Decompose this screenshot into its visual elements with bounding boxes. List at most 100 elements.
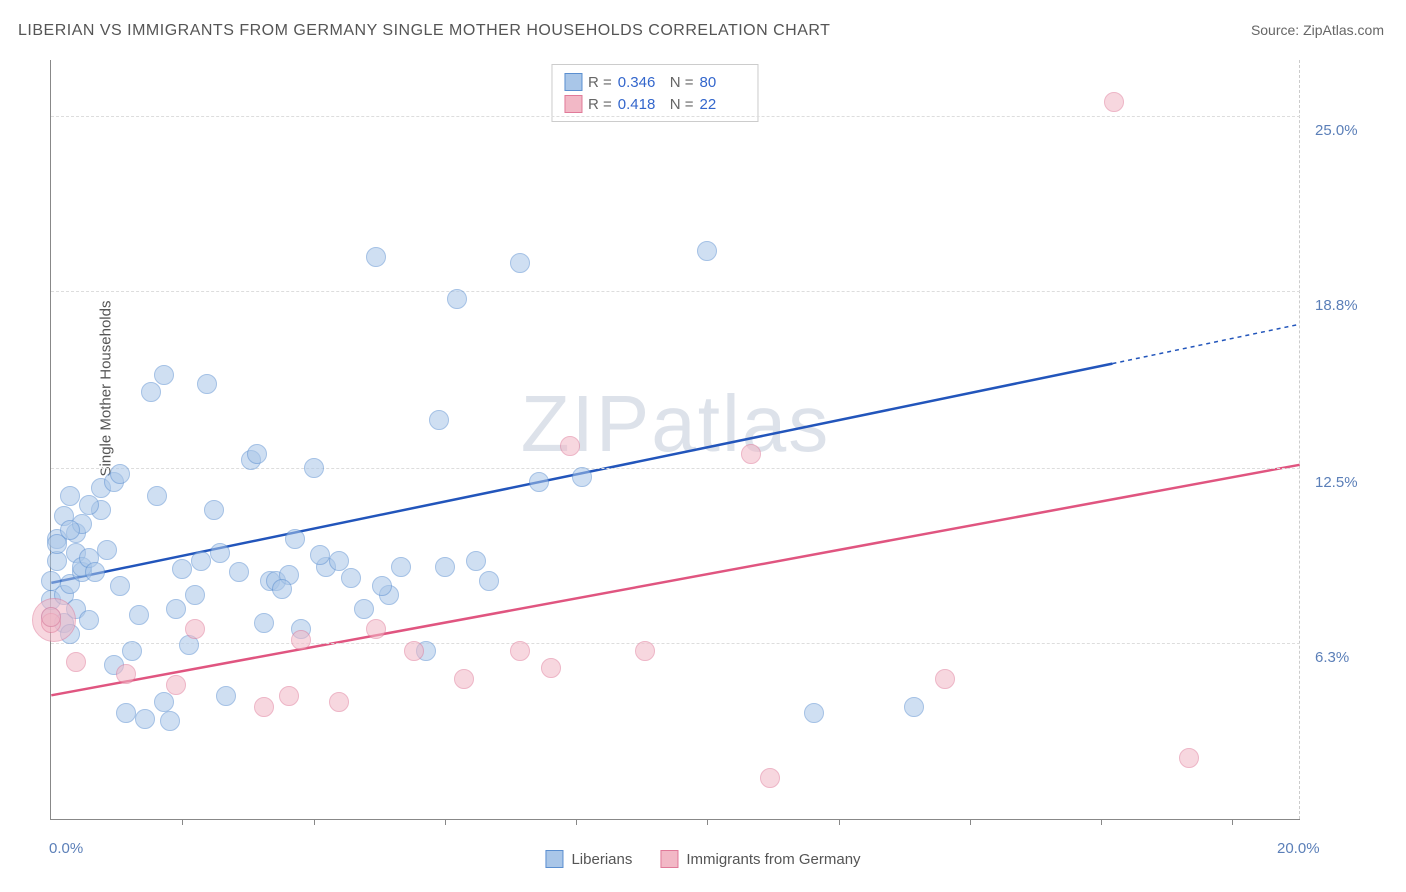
stats-legend-row: R = 0.418 N = 22 [564,93,746,115]
scatter-point [804,703,824,723]
legend-swatch-blue [545,850,563,868]
x-tick [970,819,971,825]
scatter-point [404,641,424,661]
scatter-point [122,641,142,661]
legend-r-value: 0.418 [618,96,664,113]
scatter-point [510,641,530,661]
scatter-point [466,551,486,571]
gridline-h [51,643,1300,644]
bottom-legend-item: Immigrants from Germany [660,850,860,868]
legend-r-label: R = [588,96,612,113]
bottom-legend: Liberians Immigrants from Germany [545,850,860,868]
scatter-point [291,630,311,650]
legend-swatch-pink [564,95,582,113]
chart-title: LIBERIAN VS IMMIGRANTS FROM GERMANY SING… [18,22,830,40]
legend-r-value: 0.346 [618,74,664,91]
scatter-point [429,410,449,430]
legend-r-label: R = [588,74,612,91]
legend-swatch-pink [660,850,678,868]
x-tick [1101,819,1102,825]
scatter-point [529,472,549,492]
scatter-point [154,692,174,712]
scatter-point [560,436,580,456]
scatter-point [229,562,249,582]
scatter-point [391,557,411,577]
scatter-point [697,241,717,261]
legend-n-label: N = [670,74,694,91]
scatter-point [66,652,86,672]
scatter-point [1179,748,1199,768]
watermark-text: ZIPatlas [521,378,830,470]
scatter-point [147,486,167,506]
trend-line-extension [1112,324,1299,363]
scatter-point [191,551,211,571]
x-tick [445,819,446,825]
scatter-point [116,664,136,684]
scatter-point [304,458,324,478]
gridline-h [51,116,1300,117]
scatter-point [366,247,386,267]
scatter-point [129,605,149,625]
bottom-legend-label: Immigrants from Germany [686,851,860,868]
scatter-point [141,382,161,402]
scatter-point [272,579,292,599]
scatter-point [210,543,230,563]
scatter-point [135,709,155,729]
x-tick [314,819,315,825]
x-tick [576,819,577,825]
scatter-point [216,686,236,706]
scatter-point [479,571,499,591]
scatter-point [197,374,217,394]
x-tick [1232,819,1233,825]
scatter-point [116,703,136,723]
scatter-point [447,289,467,309]
scatter-point [372,576,392,596]
scatter-point [510,253,530,273]
scatter-point [204,500,224,520]
scatter-point [185,585,205,605]
y-tick-label: 25.0% [1315,122,1358,139]
scatter-point [366,619,386,639]
scatter-point [454,669,474,689]
plot-border-right [1299,60,1300,819]
x-tick [707,819,708,825]
scatter-point [166,675,186,695]
trend-lines-svg [51,60,1300,819]
scatter-point [760,768,780,788]
scatter-point [110,576,130,596]
scatter-point [60,520,80,540]
scatter-point [541,658,561,678]
y-tick-label: 18.8% [1315,297,1358,314]
scatter-point [110,464,130,484]
scatter-point [79,610,99,630]
x-label-right: 20.0% [1277,840,1320,857]
scatter-point [341,568,361,588]
scatter-point [172,559,192,579]
bottom-legend-item: Liberians [545,850,632,868]
scatter-point [166,599,186,619]
scatter-point [154,365,174,385]
legend-n-value: 80 [700,74,746,91]
scatter-point [279,686,299,706]
scatter-point [79,495,99,515]
scatter-point [247,444,267,464]
scatter-point [1104,92,1124,112]
scatter-point [254,613,274,633]
source-attribution: Source: ZipAtlas.com [1251,22,1384,38]
scatter-point [635,641,655,661]
y-tick-label: 12.5% [1315,474,1358,491]
x-tick [182,819,183,825]
gridline-h [51,468,1300,469]
scatter-point [185,619,205,639]
plot-area: ZIPatlas R = 0.346 N = 80 R = 0.418 N = … [50,60,1300,820]
bottom-legend-label: Liberians [571,851,632,868]
scatter-point [41,607,61,627]
scatter-point [435,557,455,577]
legend-swatch-blue [564,73,582,91]
gridline-h [51,291,1300,292]
scatter-point [285,529,305,549]
scatter-point [741,444,761,464]
scatter-point [160,711,180,731]
scatter-point [310,545,330,565]
y-tick-label: 6.3% [1315,649,1349,666]
